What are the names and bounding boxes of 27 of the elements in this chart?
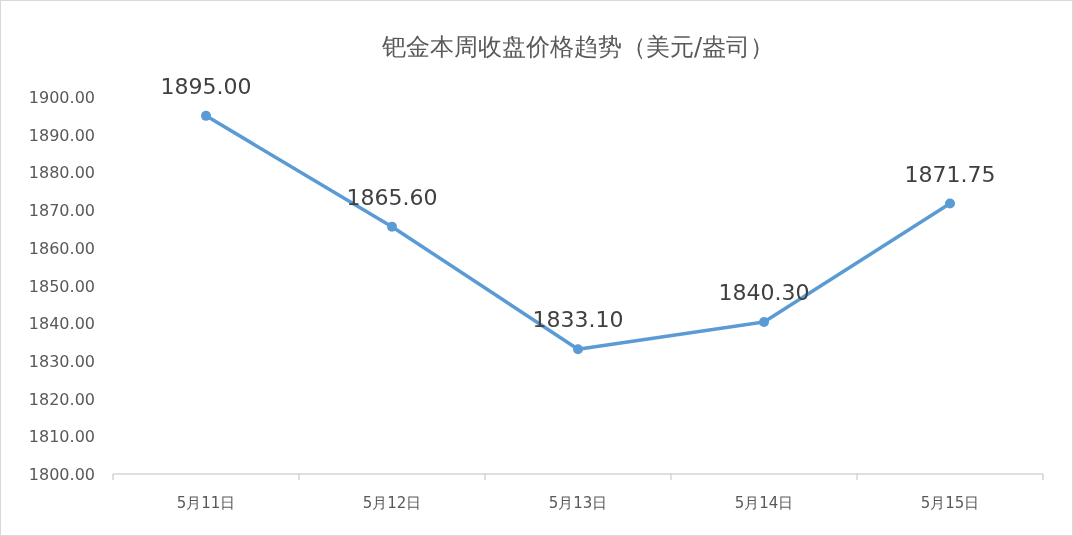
text: 1895.00	[160, 73, 252, 99]
x-tick-label: 5月15日	[920, 494, 980, 512]
y-tick-label: 1890.00	[28, 125, 95, 145]
y-tick-label: 1860.00	[28, 238, 95, 258]
x-tick-label: 5月12日	[362, 494, 422, 512]
x-tick-label: 5月13日	[548, 494, 608, 512]
text: 1871.75	[904, 161, 996, 187]
text: 1840.30	[718, 280, 810, 306]
point	[945, 198, 955, 209]
text: 1865.60	[346, 184, 438, 210]
y-tick-label: 1880.00	[28, 163, 95, 183]
x-tick-label: 5月14日	[734, 494, 794, 512]
point	[387, 221, 397, 232]
text: 1833.10	[532, 307, 624, 333]
point	[759, 317, 769, 328]
point	[573, 344, 583, 355]
y-tick-label: 1820.00	[28, 389, 95, 409]
y-tick-label: 1900.00	[28, 88, 95, 107]
x-tick-label: 5月11日	[176, 494, 236, 512]
y-tick-label: 1800.00	[28, 465, 95, 484]
chart-title: 钯金本周收盘价格趋势（美元/盎司）	[380, 33, 775, 61]
y-tick-label: 1830.00	[28, 351, 95, 371]
y-tick-label: 1870.00	[28, 201, 95, 221]
y-tick-label: 1850.00	[28, 276, 95, 296]
y-tick-label: 1840.00	[28, 314, 95, 334]
y-tick-label: 1810.00	[28, 427, 95, 447]
point	[201, 110, 211, 121]
